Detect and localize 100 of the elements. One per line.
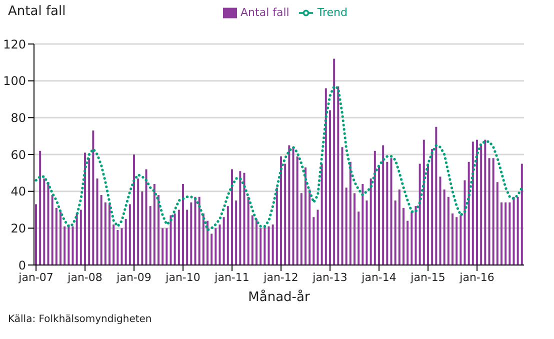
bar (100, 195, 102, 265)
bar (174, 213, 176, 265)
bar (386, 162, 388, 265)
bar (406, 220, 409, 265)
bar (222, 217, 225, 265)
bar (476, 140, 478, 265)
bar (141, 191, 144, 265)
bar (153, 184, 156, 265)
y-tick-label: 60 (10, 148, 26, 162)
bar (68, 224, 70, 265)
x-tick-label: jan-16 (458, 270, 494, 284)
bar (170, 215, 172, 265)
bar (333, 58, 336, 265)
bar (108, 204, 110, 265)
bar (149, 206, 152, 265)
bar (320, 164, 323, 265)
bar (496, 182, 498, 265)
bar (492, 158, 494, 265)
bar (312, 217, 315, 265)
bar (120, 228, 123, 265)
bar (226, 206, 229, 265)
bar (308, 189, 311, 265)
bar (84, 152, 86, 265)
bar (272, 224, 274, 265)
bar (39, 150, 42, 265)
bar (202, 213, 204, 265)
bar (472, 142, 474, 265)
bar (520, 164, 523, 265)
bar (256, 218, 258, 265)
bar (112, 224, 115, 265)
x-tick-label: jan-09 (116, 270, 152, 284)
bar (214, 228, 217, 265)
bar (247, 196, 250, 265)
bar (43, 178, 46, 265)
bar (508, 202, 511, 265)
bar (76, 213, 78, 265)
y-tick-label: 0 (18, 258, 26, 272)
bar (284, 164, 286, 265)
bar (280, 156, 282, 265)
bar (452, 213, 454, 265)
bar (124, 218, 127, 265)
y-axis-title: Antal fall (8, 4, 66, 19)
y-tick-label: 40 (10, 184, 26, 199)
bar (512, 196, 515, 265)
bar (186, 210, 188, 265)
bar (88, 158, 90, 265)
bar (422, 140, 425, 265)
y-tick-label: 20 (10, 221, 26, 236)
x-tick-label: jan-13 (312, 270, 348, 284)
bar (374, 150, 376, 265)
y-tick-label: 100 (3, 74, 26, 88)
bar (190, 202, 192, 265)
bar (264, 226, 266, 265)
bar (427, 164, 429, 265)
bar (72, 226, 74, 265)
bar (235, 200, 238, 265)
bar (116, 230, 119, 265)
bar (358, 212, 360, 265)
bar (210, 234, 213, 265)
bar (194, 196, 196, 265)
x-tick-label: jan-11 (214, 270, 250, 284)
text: Källa: Folkhälsomyndigheten (8, 314, 152, 325)
bar (178, 210, 180, 265)
bar (35, 204, 37, 265)
bar (128, 204, 131, 265)
y-tick-label: 80 (10, 110, 26, 125)
bar (443, 189, 446, 265)
bar (456, 217, 458, 265)
bar (516, 196, 519, 265)
bar (137, 178, 140, 265)
bar (337, 86, 340, 265)
bar (398, 189, 400, 265)
x-tick-label: jan-14 (360, 270, 396, 284)
bar (354, 193, 356, 265)
bar (435, 126, 438, 265)
bar (460, 215, 462, 265)
bar (349, 162, 352, 265)
x-tick-label: jan-07 (18, 270, 54, 284)
bar (276, 188, 278, 265)
bar (488, 158, 490, 265)
bar (268, 226, 270, 265)
line-series (34, 85, 524, 232)
bar (218, 224, 221, 265)
x-tick-label: jan-10 (164, 270, 200, 284)
bar (366, 200, 368, 265)
bar (439, 176, 442, 265)
bar (468, 162, 470, 265)
bar (480, 145, 482, 265)
bar (47, 182, 50, 265)
bar (329, 110, 331, 265)
bar (166, 228, 168, 265)
bar (370, 178, 372, 265)
bar (390, 158, 392, 265)
bar (345, 188, 348, 265)
bar (60, 212, 62, 265)
x-tick-label: jan-08 (66, 270, 102, 284)
x-tick-label: jan-15 (410, 270, 446, 284)
bar (198, 196, 200, 265)
bar (362, 184, 364, 265)
bar (464, 180, 466, 265)
